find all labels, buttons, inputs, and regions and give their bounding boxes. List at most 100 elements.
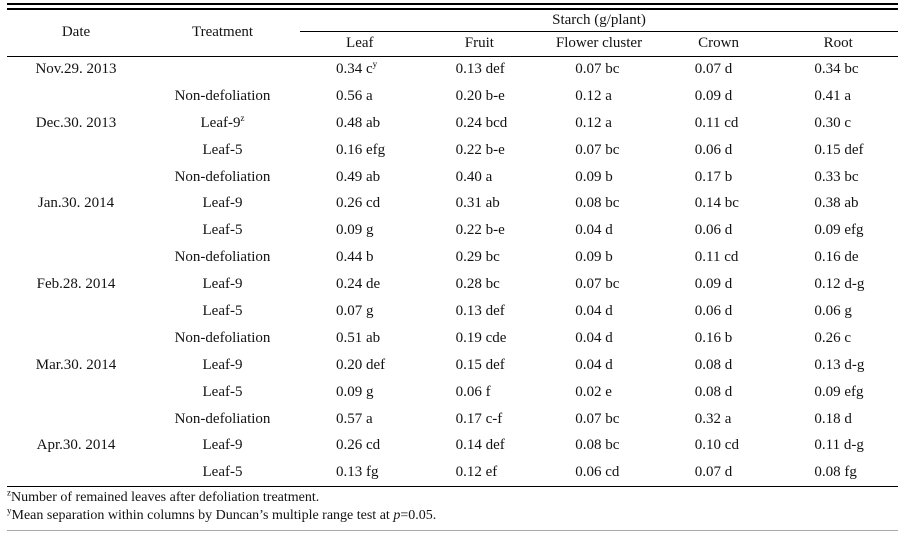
value-text: 0.06 f — [455, 383, 491, 400]
table-row: Non-defoliation 0.44 b 0.29 bc 0.09 b 0.… — [7, 244, 898, 271]
value-text: 0.16 de — [814, 249, 859, 266]
value-cell-leaf: 0.09 g — [300, 217, 420, 244]
table-body: Nov.29. 2013 0.34 cy 0.13 def 0.07 bc 0.… — [7, 56, 898, 486]
value-text: 0.15 def — [814, 141, 864, 158]
value-cell-leaf: 0.13 fg — [300, 459, 420, 486]
value-text: 0.09 efg — [814, 383, 864, 400]
value-text: 0.26 c — [814, 329, 852, 346]
footnotes: zNumber of remained leaves after defolia… — [7, 488, 437, 525]
treatment-cell: Leaf-9z — [200, 112, 245, 131]
value-text: 0.07 g — [336, 302, 374, 319]
value-text: 0.06 d — [694, 222, 733, 239]
value-cell-root: 0.33 bc — [778, 164, 898, 191]
value-text: 0.09 g — [336, 383, 374, 400]
value-text: 0.38 ab — [814, 195, 859, 212]
table-row: Apr.30. 2014 Leaf-9 0.26 cd 0.14 def 0.0… — [7, 432, 898, 459]
value-cell-leaf: 0.24 de — [300, 271, 420, 298]
value-cell-crown: 0.09 d — [659, 271, 779, 298]
table-row: Leaf-5 0.09 g 0.22 b-e 0.04 d 0.06 d 0.0… — [7, 217, 898, 244]
table-row: Dec.30. 2013 Leaf-9z 0.48 ab 0.24 bcd 0.… — [7, 110, 898, 137]
value-cell-leaf: 0.07 g — [300, 298, 420, 325]
date-cell: Dec.30. 2013 — [35, 114, 117, 131]
value-text: 0.10 cd — [694, 437, 739, 454]
treatment-cell: Leaf-5 — [202, 383, 243, 400]
value-text: 0.22 b-e — [455, 141, 505, 158]
table-row: Non-defoliation 0.56 a 0.20 b-e 0.12 a 0… — [7, 83, 898, 110]
treatment-cell: Non-defoliation — [174, 410, 271, 427]
value-cell-root: 0.15 def — [778, 137, 898, 164]
date-cell: Feb.28. 2014 — [36, 276, 116, 293]
treatment-cell: Non-defoliation — [174, 249, 271, 266]
value-text: 0.20 b-e — [455, 87, 505, 104]
value-text: 0.11 d-g — [814, 437, 864, 454]
value-cell-flower-cluster: 0.09 b — [539, 164, 659, 191]
col-header-date: Date — [7, 10, 145, 57]
value-text: 0.09 d — [694, 87, 733, 104]
value-cell-flower-cluster: 0.07 bc — [539, 137, 659, 164]
date-cell — [7, 379, 145, 406]
value-cell-flower-cluster: 0.06 cd — [539, 459, 659, 486]
value-cell-leaf: 0.48 ab — [300, 110, 420, 137]
footnote-z: zNumber of remained leaves after defolia… — [7, 488, 436, 507]
table-row: Non-defoliation 0.51 ab 0.19 cde 0.04 d … — [7, 325, 898, 352]
value-text: 0.15 def — [455, 356, 505, 373]
top-rule-outer — [7, 3, 898, 5]
table-row: Leaf-5 0.09 g 0.06 f 0.02 e 0.08 d 0.09 … — [7, 379, 898, 406]
value-cell-leaf: 0.44 b — [300, 244, 420, 271]
treatment-cell — [145, 56, 300, 83]
table-row: Non-defoliation 0.49 ab 0.40 a 0.09 b 0.… — [7, 164, 898, 191]
value-text: 0.16 efg — [336, 141, 386, 158]
value-text: 0.19 cde — [455, 329, 507, 346]
value-text: 0.17 c-f — [455, 410, 503, 427]
value-cell-leaf: 0.09 g — [300, 379, 420, 406]
value-cell-flower-cluster: 0.04 d — [539, 325, 659, 352]
value-text: 0.13 d-g — [814, 356, 865, 373]
value-cell-fruit: 0.22 b-e — [420, 217, 540, 244]
value-text: 0.49 ab — [336, 168, 381, 185]
value-cell-crown: 0.32 a — [659, 406, 779, 433]
value-text: 0.40 a — [455, 168, 493, 185]
value-cell-crown: 0.06 d — [659, 137, 779, 164]
value-cell-crown: 0.17 b — [659, 164, 779, 191]
table-row: Non-defoliation 0.57 a 0.17 c-f 0.07 bc … — [7, 406, 898, 433]
header-row-parts: Leaf Fruit Flower cluster Crown Root — [7, 31, 899, 57]
value-cell-flower-cluster: 0.12 a — [539, 110, 659, 137]
value-cell-fruit: 0.22 b-e — [420, 137, 540, 164]
value-text: 0.04 d — [575, 222, 613, 239]
value-cell-crown: 0.08 d — [659, 352, 779, 379]
value-cell-leaf: 0.34 cy — [300, 56, 420, 83]
col-header-flower-cluster: Flower cluster — [539, 31, 659, 57]
value-text: 0.24 de — [336, 276, 381, 293]
value-cell-leaf: 0.51 ab — [300, 325, 420, 352]
value-text: 0.07 bc — [575, 61, 620, 78]
value-text: 0.07 d — [694, 61, 733, 78]
value-cell-flower-cluster: 0.04 d — [539, 352, 659, 379]
value-cell-flower-cluster: 0.04 d — [539, 217, 659, 244]
value-text: 0.04 d — [575, 302, 613, 319]
value-cell-flower-cluster: 0.07 bc — [539, 406, 659, 433]
value-cell-crown: 0.07 d — [659, 459, 779, 486]
value-cell-crown: 0.08 d — [659, 379, 779, 406]
col-header-root: Root — [778, 31, 899, 57]
value-text: 0.34 bc — [814, 61, 859, 78]
value-text: 0.14 bc — [694, 195, 739, 212]
value-cell-root: 0.11 d-g — [778, 432, 898, 459]
value-cell-root: 0.41 a — [778, 83, 898, 110]
value-cell-flower-cluster: 0.02 e — [539, 379, 659, 406]
value-cell-fruit: 0.29 bc — [420, 244, 540, 271]
value-cell-fruit: 0.12 ef — [420, 459, 540, 486]
value-text: 0.11 cd — [694, 114, 739, 131]
table-row: Feb.28. 2014 Leaf-9 0.24 de 0.28 bc 0.07… — [7, 271, 898, 298]
footnote-text: Number of remained leaves after defoliat… — [11, 490, 320, 505]
value-text: 0.07 d — [694, 464, 733, 481]
value-cell-leaf: 0.20 def — [300, 352, 420, 379]
value-text: 0.12 a — [575, 114, 612, 131]
value-cell-crown: 0.07 d — [659, 56, 779, 83]
value-text: 0.29 bc — [455, 249, 500, 266]
date-cell — [7, 137, 145, 164]
value-cell-root: 0.18 d — [778, 406, 898, 433]
treatment-cell: Leaf-5 — [202, 222, 243, 239]
treatment-cell: Leaf-5 — [202, 141, 243, 158]
value-cell-fruit: 0.13 def — [420, 298, 540, 325]
footnote-text-tail: =0.05. — [400, 508, 437, 523]
